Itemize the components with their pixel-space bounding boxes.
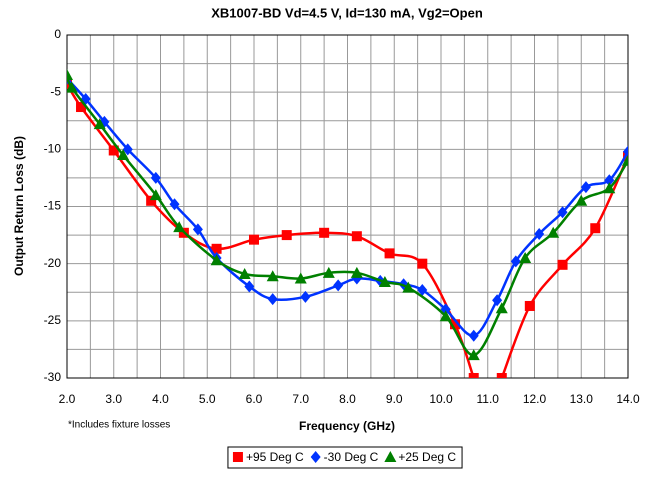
marker (623, 145, 628, 158)
x-tick-label: 12.0 (523, 392, 547, 406)
x-tick-label: 4.0 (152, 392, 169, 406)
marker (492, 294, 503, 307)
marker (622, 154, 628, 166)
marker (249, 234, 259, 245)
marker (580, 181, 591, 194)
marker (402, 281, 415, 293)
y-tick-label: 0 (54, 27, 61, 41)
marker (439, 310, 452, 322)
x-tick-label: 11.0 (477, 392, 500, 406)
marker (519, 251, 532, 263)
annotation: *Includes fixture losses (68, 420, 170, 431)
x-tick-label: 3.0 (105, 392, 122, 406)
marker (534, 227, 545, 240)
marker (557, 206, 568, 219)
marker (146, 195, 157, 206)
plot-border (66, 34, 629, 379)
marker (67, 69, 73, 81)
marker (300, 290, 311, 303)
marker (310, 451, 321, 463)
marker (333, 279, 344, 292)
marker (266, 270, 279, 282)
y-tick-label: -30 (44, 370, 62, 384)
marker (575, 194, 588, 206)
series-group (67, 69, 628, 378)
marker (417, 283, 428, 296)
marker (384, 451, 397, 462)
marker (351, 231, 362, 242)
legend: +95 Deg C -30 Deg C +25 Deg C (227, 446, 463, 469)
x-tick-label: 7.0 (292, 392, 309, 406)
marker (232, 452, 243, 462)
marker (150, 171, 161, 184)
marker (524, 300, 535, 311)
marker (450, 319, 461, 330)
x-tick-label: 9.0 (386, 392, 403, 406)
marker (510, 255, 521, 268)
y-tick-label: -15 (44, 199, 62, 213)
marker (468, 373, 479, 378)
x-tick-label: 10.0 (429, 392, 453, 406)
marker (117, 149, 130, 161)
marker (149, 189, 162, 201)
marker (417, 258, 428, 269)
marker (496, 373, 507, 378)
series-line (67, 74, 628, 357)
y-tick-label: -5 (50, 84, 61, 98)
marker (547, 226, 560, 238)
y-tick-label: -25 (44, 313, 62, 327)
marker (604, 174, 615, 187)
x-tick-label: 2.0 (59, 392, 76, 406)
x-tick-label: 6.0 (246, 392, 263, 406)
marker (281, 230, 292, 241)
marker (378, 275, 391, 287)
x-tick-label: 14.0 (616, 392, 640, 406)
legend-label: +95 Deg C (246, 450, 304, 464)
marker (603, 182, 616, 194)
marker (350, 266, 363, 278)
marker (467, 349, 480, 361)
marker (590, 223, 601, 234)
marker (93, 118, 106, 130)
marker (267, 293, 278, 306)
marker (244, 280, 255, 293)
legend-label: -30 Deg C (324, 450, 379, 464)
x-tick-label: 13.0 (570, 392, 594, 406)
marker (122, 143, 133, 156)
marker (192, 223, 203, 236)
marker (173, 221, 186, 233)
marker (322, 266, 335, 278)
marker (468, 329, 479, 342)
marker (210, 254, 223, 266)
marker (557, 259, 568, 270)
x-tick-label: 5.0 (199, 392, 216, 406)
chart-title: XB1007-BD Vd=4.5 V, Id=130 mA, Vg2=Open (211, 5, 483, 20)
y-tick-label: -10 (44, 142, 62, 156)
marker (169, 198, 180, 211)
marker (495, 302, 508, 314)
y-axis-label: Output Return Loss (dB) (12, 136, 26, 276)
marker (294, 272, 307, 284)
legend-box (227, 446, 463, 469)
marker (384, 248, 395, 259)
x-axis-label: Frequency (GHz) (299, 419, 395, 433)
marker (67, 81, 78, 93)
legend-label: +25 Deg C (398, 450, 456, 464)
x-tick-label: 8.0 (339, 392, 356, 406)
marker (108, 145, 119, 156)
marker (211, 243, 222, 254)
y-tick-label: -20 (44, 256, 62, 270)
marker (238, 267, 251, 279)
marker (319, 227, 330, 238)
marker (76, 102, 87, 113)
